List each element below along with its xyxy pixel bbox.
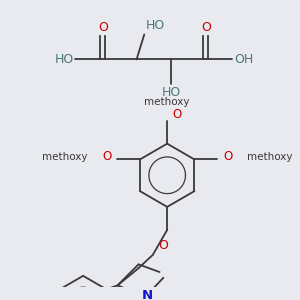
Text: O: O (223, 150, 232, 163)
Text: O: O (172, 108, 181, 122)
Text: methoxy: methoxy (247, 152, 292, 162)
Text: O: O (201, 21, 211, 34)
Text: O: O (98, 21, 108, 34)
Text: HO: HO (54, 53, 74, 66)
Text: methoxy: methoxy (42, 152, 87, 162)
Text: HO: HO (146, 20, 165, 32)
Text: O: O (102, 150, 111, 163)
Text: N: N (142, 289, 153, 300)
Text: OH: OH (234, 53, 253, 66)
Text: HO: HO (161, 86, 181, 99)
Text: O: O (158, 239, 168, 252)
Text: methoxy: methoxy (144, 97, 190, 106)
